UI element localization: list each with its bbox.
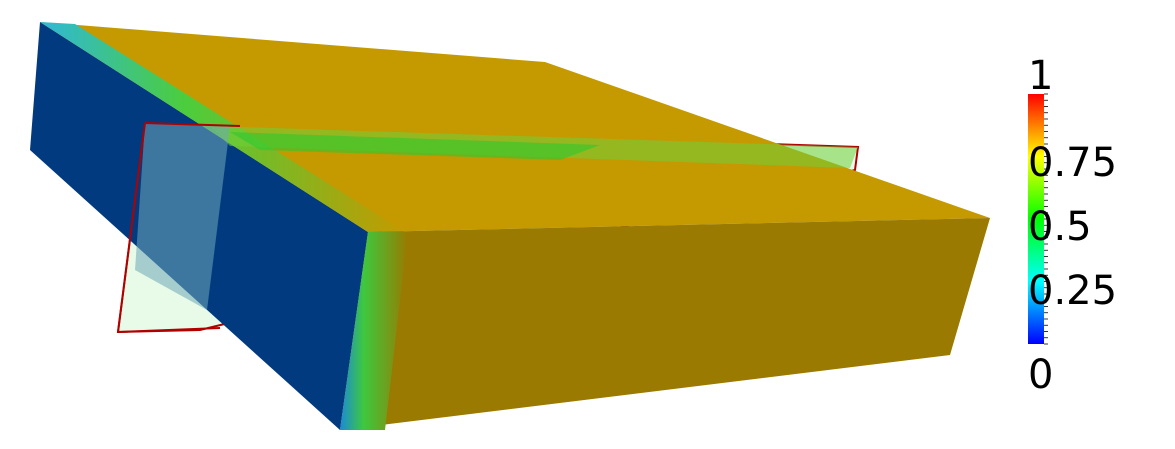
front-transition-band [340, 232, 408, 430]
cut-plane-edge-bottom [117, 327, 221, 333]
box-top-face [40, 22, 990, 232]
colorbar-tick-label-1: 1 [1028, 53, 1054, 99]
box-front-face [340, 218, 990, 430]
plane-intersection-core [230, 132, 600, 160]
colorbar-tick-label-0.5: 0.5 [1028, 204, 1092, 250]
colorbar-tick-label-0.75: 0.75 [1028, 140, 1118, 186]
cut-plane-overlay [135, 123, 230, 310]
colorbar-tick-label-0.25: 0.25 [1028, 268, 1118, 314]
cut-plane-edge-top [144, 122, 241, 127]
colorbar [1028, 94, 1044, 344]
cut-plane-edge-left [117, 122, 146, 333]
colorbar-tick-label-0: 0 [1028, 352, 1054, 398]
colorbar-minor-ticks [1044, 93, 1048, 345]
